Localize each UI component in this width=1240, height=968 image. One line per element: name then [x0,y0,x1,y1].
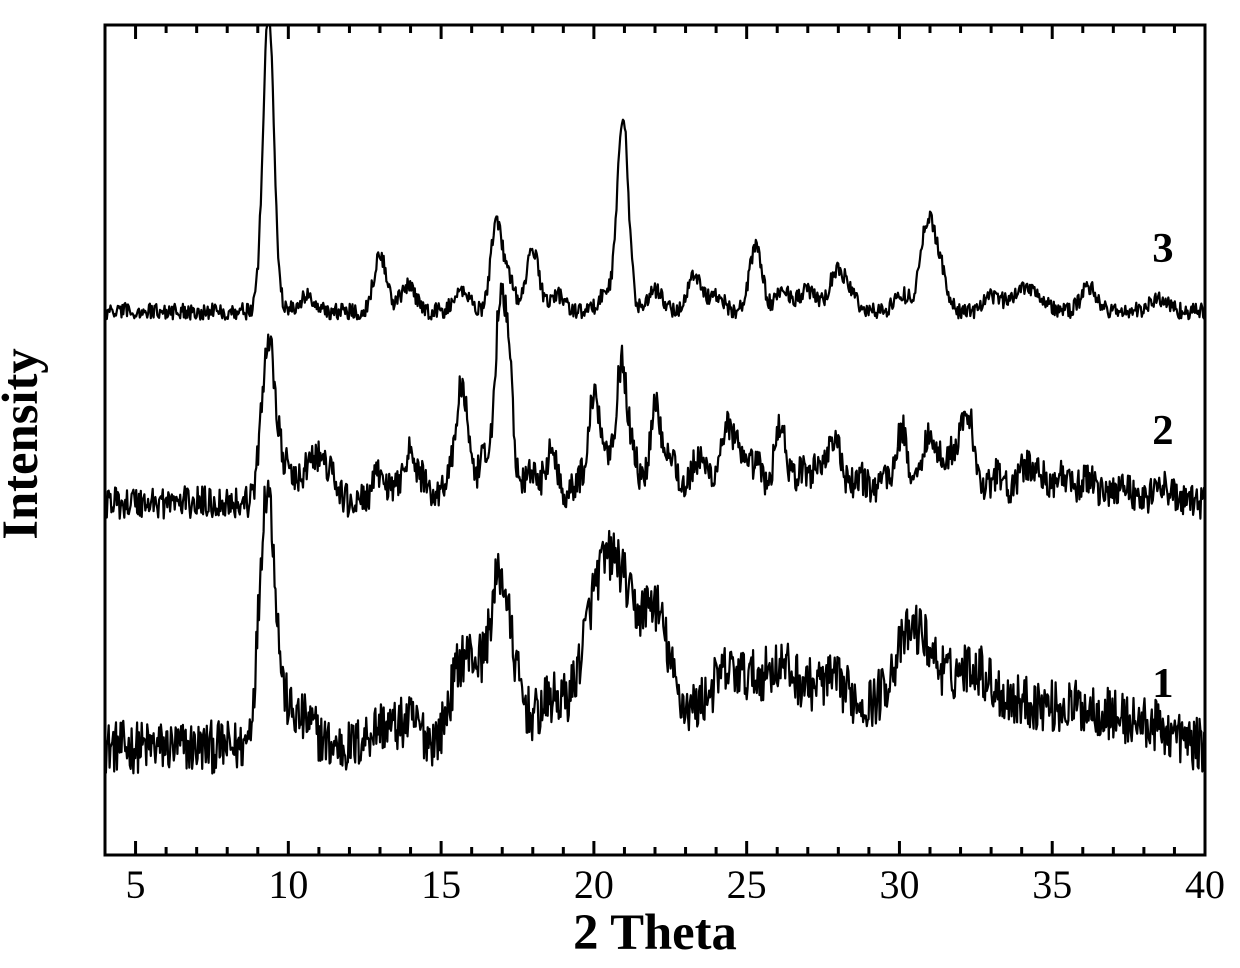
trace-pattern-2 [105,284,1205,519]
trace-pattern-3 [105,25,1205,320]
x-tick-15: 15 [401,861,481,908]
x-tick-25: 25 [707,861,787,908]
xrd-figure: Intensity 2 Theta 510152025303540 123 [0,0,1240,968]
series-label-pattern-3: 3 [1152,224,1173,273]
x-tick-5: 5 [96,861,176,908]
series-label-pattern-1: 1 [1152,659,1173,708]
trace-pattern-1 [105,481,1205,774]
x-tick-30: 30 [859,861,939,908]
series-label-pattern-2: 2 [1152,406,1173,455]
x-tick-20: 20 [554,861,634,908]
x-tick-40: 40 [1165,861,1240,908]
x-tick-35: 35 [1012,861,1092,908]
xrd-plot [0,0,1240,968]
x-tick-10: 10 [248,861,328,908]
